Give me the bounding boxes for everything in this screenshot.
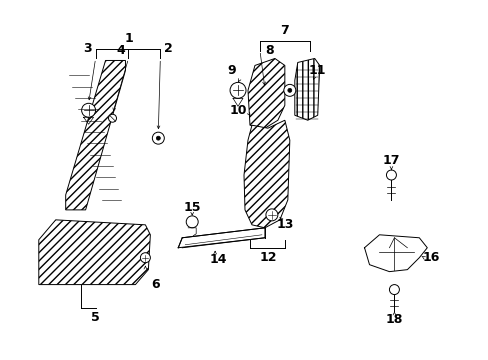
Text: 2: 2 (163, 42, 172, 55)
Text: 11: 11 (308, 64, 326, 77)
Text: 13: 13 (276, 218, 293, 231)
Polygon shape (247, 58, 285, 128)
Text: 1: 1 (124, 32, 133, 45)
Text: 5: 5 (91, 311, 100, 324)
Text: 3: 3 (83, 42, 92, 55)
Text: 6: 6 (151, 278, 159, 291)
Text: 4: 4 (116, 44, 124, 57)
Polygon shape (244, 120, 289, 228)
Polygon shape (39, 220, 150, 285)
Circle shape (152, 132, 164, 144)
Circle shape (386, 170, 396, 180)
Circle shape (265, 209, 277, 221)
Circle shape (108, 114, 116, 122)
Text: 16: 16 (422, 251, 439, 264)
Circle shape (388, 285, 399, 294)
Circle shape (140, 253, 150, 263)
Circle shape (287, 88, 291, 92)
Text: 12: 12 (259, 251, 276, 264)
Text: 18: 18 (385, 313, 402, 326)
Circle shape (81, 103, 95, 117)
Text: 17: 17 (382, 154, 399, 167)
Circle shape (186, 216, 198, 228)
Circle shape (156, 136, 160, 140)
Text: 7: 7 (280, 24, 288, 37)
Polygon shape (294, 58, 319, 120)
Circle shape (283, 84, 295, 96)
Text: 10: 10 (229, 104, 246, 117)
Text: 15: 15 (183, 201, 201, 215)
Text: 14: 14 (209, 253, 226, 266)
Text: 9: 9 (227, 64, 236, 77)
Text: 8: 8 (265, 44, 274, 57)
Circle shape (229, 82, 245, 98)
Polygon shape (65, 60, 125, 210)
